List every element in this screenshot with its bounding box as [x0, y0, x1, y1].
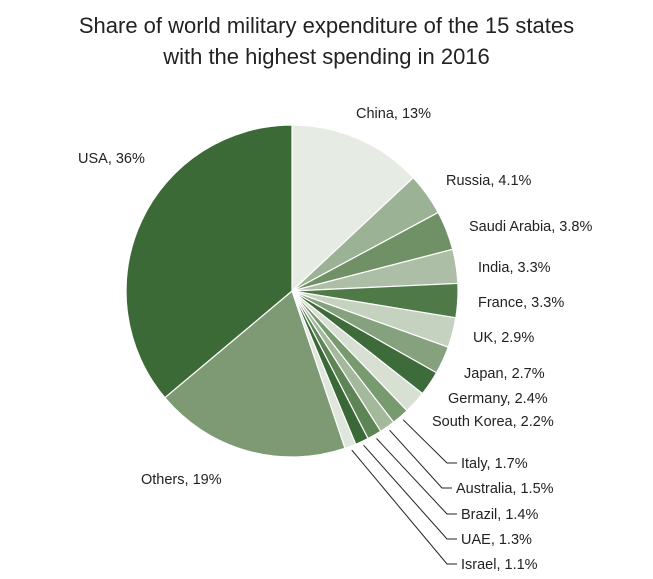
leader-line-italy [402, 419, 457, 464]
slice-label-south-korea: South Korea, 2.2% [432, 414, 554, 430]
pie-slices [125, 124, 459, 458]
pie-slice-others [163, 289, 346, 458]
slice-label-saudi-arabia: Saudi Arabia, 3.8% [469, 219, 592, 235]
slice-label-italy: Italy, 1.7% [461, 456, 528, 472]
slice-label-australia: Australia, 1.5% [456, 481, 554, 497]
slice-label-japan: Japan, 2.7% [464, 366, 545, 382]
label-leader-lines [351, 419, 457, 565]
leader-line-israel [351, 449, 457, 565]
slice-label-uk: UK, 2.9% [473, 330, 534, 346]
slice-label-france: France, 3.3% [478, 295, 564, 311]
pie-slice-china [291, 124, 415, 293]
slice-label-germany: Germany, 2.4% [448, 391, 548, 407]
slice-label-russia: Russia, 4.1% [446, 173, 532, 189]
chart-title: Share of world military expenditure of t… [0, 10, 653, 72]
leader-line-brazil [376, 438, 457, 515]
slice-labels: China, 13% Russia, 4.1% Saudi Arabia, 3.8%… [78, 106, 592, 573]
slice-label-uae: UAE, 1.3% [461, 532, 532, 548]
pie-slice-usa [125, 124, 293, 399]
slice-label-israel: Israel, 1.1% [461, 557, 538, 573]
slice-label-usa: USA, 36% [78, 151, 145, 167]
chart-title-line-2: with the highest spending in 2016 [163, 44, 490, 69]
slice-label-china: China, 13% [356, 106, 431, 122]
slice-label-india: India, 3.3% [478, 260, 551, 276]
leader-line-uae [363, 444, 457, 540]
slice-label-others: Others, 19% [141, 472, 222, 488]
leader-line-australia [389, 429, 452, 489]
slice-label-brazil: Brazil, 1.4% [461, 507, 538, 523]
chart-title-line-1: Share of world military expenditure of t… [78, 13, 575, 38]
